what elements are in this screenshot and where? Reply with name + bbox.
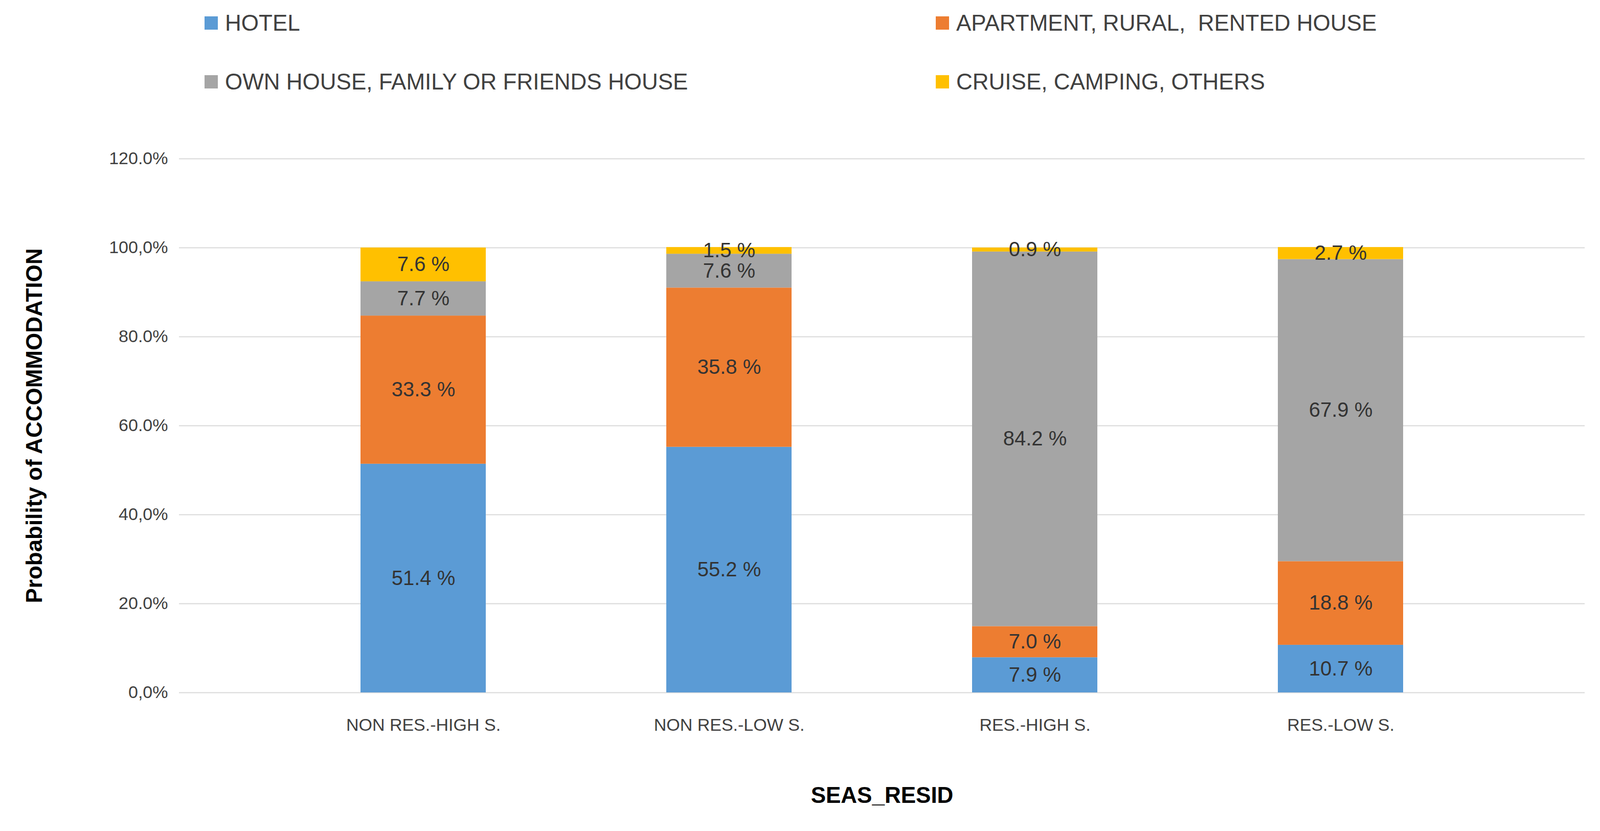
svg-text:40,0%: 40,0%: [118, 504, 168, 524]
html-text:APARTMENT, RURAL, RENTED HOUSE: APARTMENT, RURAL, RENTED HOUSE: [956, 10, 1377, 36]
svg-text:100,0%: 100,0%: [108, 237, 168, 257]
svg-text:7.7 %: 7.7 %: [397, 286, 450, 310]
svg-text:18.8 %: 18.8 %: [1309, 591, 1373, 614]
svg-text:1.5 %: 1.5 %: [703, 238, 756, 262]
svg-text:55.2 %: 55.2 %: [697, 557, 762, 581]
svg-text:0,0%: 0,0%: [128, 682, 169, 702]
svg-text:120.0%: 120.0%: [108, 148, 168, 168]
svg-text:20.0%: 20.0%: [118, 593, 168, 613]
svg-text:51.4 %: 51.4 %: [391, 566, 456, 590]
html-text:HOTEL: HOTEL: [224, 10, 301, 36]
svg-text:60.0%: 60.0%: [118, 415, 168, 435]
svg-text:Probability of ACCOMMODATION: Probability of ACCOMMODATION: [21, 248, 47, 603]
svg-text:7.6 %: 7.6 %: [703, 259, 756, 282]
svg-text:35.8 %: 35.8 %: [697, 355, 762, 378]
svg-text:0.9 %: 0.9 %: [1008, 237, 1062, 261]
svg-text:NON RES.-HIGH S.: NON RES.-HIGH S.: [346, 714, 501, 735]
svg-text:33.3 %: 33.3 %: [391, 377, 456, 401]
svg-text:7.0 %: 7.0 %: [1008, 629, 1062, 653]
html-text:CRUISE, CAMPING, OTHERS: CRUISE, CAMPING, OTHERS: [956, 69, 1265, 95]
svg-text:NON RES.-LOW S.: NON RES.-LOW S.: [654, 714, 805, 735]
svg-text:SEAS_RESID: SEAS_RESID: [810, 782, 954, 808]
svg-text:RES.-HIGH S.: RES.-HIGH S.: [979, 714, 1091, 735]
svg-text:67.9 %: 67.9 %: [1309, 398, 1373, 421]
svg-text:84.2 %: 84.2 %: [1003, 426, 1068, 450]
svg-text:RES.-LOW S.: RES.-LOW S.: [1287, 714, 1395, 735]
svg-text:2.7 %: 2.7 %: [1314, 241, 1367, 264]
html-text:OWN HOUSE, FAMILY OR FRIENDS H: OWN HOUSE, FAMILY OR FRIENDS HOUSE: [224, 69, 688, 95]
svg-text:10.7 %: 10.7 %: [1309, 657, 1373, 680]
svg-text:7.9 %: 7.9 %: [1008, 663, 1062, 686]
svg-text:7.6 %: 7.6 %: [397, 252, 450, 276]
svg-text:80.0%: 80.0%: [118, 326, 168, 346]
